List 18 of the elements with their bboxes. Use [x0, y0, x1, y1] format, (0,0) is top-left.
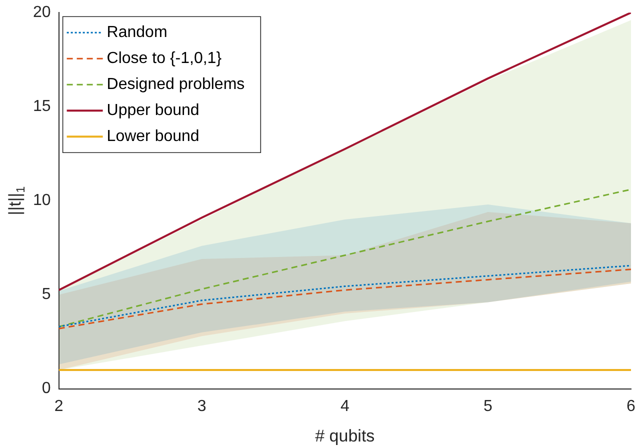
y-tick-label: 0 [42, 380, 51, 398]
y-tick-label: 5 [42, 286, 51, 304]
line-series [58, 188, 631, 328]
y-tick-label: 10 [33, 192, 51, 210]
y-tick-label: 15 [33, 98, 51, 116]
legend-label: Designed problems [106, 76, 245, 94]
x-tick-label: 2 [54, 398, 64, 415]
y-axis-title: ||t||1 [6, 186, 28, 216]
x-tick-label: 4 [340, 398, 350, 415]
x-axis-title: # qubits [315, 426, 375, 446]
x-tick-label: 5 [483, 398, 492, 415]
x-tick-label: 3 [197, 398, 206, 415]
legend-label: Close to {-1,0,1} [106, 50, 222, 68]
x-tick-label: 6 [626, 398, 636, 415]
legend-label: Upper bound [106, 102, 200, 120]
y-tick-label: 20 [33, 4, 51, 22]
legend-label: Lower bound [106, 128, 200, 146]
legend-label: Random [106, 24, 168, 42]
